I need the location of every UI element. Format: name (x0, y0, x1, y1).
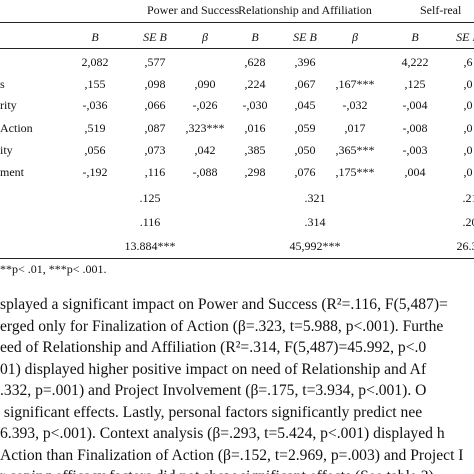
cell: ,087 (144, 121, 166, 135)
footnote: **p< .01, ***p< .001. (0, 262, 107, 276)
cell: -,032 (342, 98, 368, 112)
cell: ,0 (463, 165, 473, 179)
cell: ,042 (194, 143, 216, 157)
cell: ,6 (463, 55, 473, 69)
text-line: eed of Relationship and Affiliation (R²=… (0, 339, 427, 356)
cell: ,125 (404, 77, 426, 91)
cell: .21 (462, 191, 474, 205)
cell: ,016 (244, 121, 266, 135)
cell: -,088 (192, 165, 218, 179)
cell: ,167*** (335, 77, 375, 91)
cell: ,628 (244, 55, 266, 69)
cell: ,175*** (335, 165, 375, 179)
cell: ,059 (294, 121, 316, 135)
cell: ,045 (294, 98, 316, 112)
cell: ,323*** (185, 121, 225, 135)
cell: ,385 (244, 143, 266, 157)
cell: ,577 (144, 55, 166, 69)
cell: ,090 (194, 77, 216, 91)
cell: .20 (462, 215, 474, 229)
rule (0, 22, 474, 23)
cell: -,192 (82, 165, 108, 179)
row-label: rity (0, 98, 17, 112)
cell: ,519 (84, 121, 106, 135)
cell: .116 (139, 215, 161, 229)
group-header: Power and Success (147, 3, 239, 17)
group-header: Self-real (420, 3, 462, 17)
cell: ,067 (294, 77, 316, 91)
text-line: 6.393, p<.001). Context analysis (β=.293… (0, 425, 445, 442)
cell: ,0 (463, 143, 473, 157)
row-label: ment (0, 165, 24, 179)
cell: 2,082 (81, 55, 109, 69)
cell: ,076 (294, 165, 316, 179)
cell: ,0 (463, 77, 473, 91)
cell: ,0 (463, 121, 473, 135)
rule (0, 48, 474, 49)
cell: ,073 (144, 143, 166, 157)
text-line: erged only for Finalization of Action (β… (0, 317, 444, 335)
text-line: Action than Finalization of Action (β=.1… (0, 446, 464, 464)
text-line: 01) displayed higher positive impact on … (0, 360, 427, 378)
cell: ,116 (144, 165, 166, 179)
cell: ,004 (404, 165, 426, 179)
text-line: splayed a significant impact on Power an… (0, 296, 448, 313)
cell: -,036 (82, 98, 108, 112)
cell: ,098 (144, 77, 166, 91)
cell: .321 (304, 191, 326, 205)
text-line: r coping efficacy factors did not show s… (0, 468, 438, 474)
row-label: ity (0, 143, 13, 157)
cell: ,224 (244, 77, 266, 91)
cell: -,008 (402, 121, 428, 135)
column-header: B (91, 30, 99, 44)
cell: 45,992*** (289, 239, 341, 253)
cell: .314 (304, 215, 326, 229)
text-line: .332, p=.001) and Project Involvement (β… (0, 382, 427, 399)
cell: ,017 (344, 121, 366, 135)
cell: ,050 (294, 143, 316, 157)
column-header: β (352, 30, 358, 44)
row-label: s (0, 77, 5, 91)
cell: -,030 (242, 98, 268, 112)
cell: ,365*** (335, 143, 375, 157)
cell: -,003 (402, 143, 428, 157)
group-header: Relationship and Affiliation (238, 3, 372, 17)
column-header: B (251, 30, 259, 44)
text-line: significant effects. Lastly, personal fa… (0, 403, 423, 421)
cell: ,155 (84, 77, 106, 91)
cell: ,0 (463, 98, 473, 112)
cell: ,056 (84, 143, 106, 157)
cell: ,298 (244, 165, 266, 179)
column-header: B (411, 30, 419, 44)
cell: -,004 (402, 98, 428, 112)
column-header: β (202, 30, 208, 44)
rule (0, 258, 474, 259)
column-header: SE B (293, 30, 317, 44)
cell: ,396 (294, 55, 316, 69)
cell: -,026 (192, 98, 218, 112)
cell: 4,222 (401, 55, 429, 69)
column-header: SE B (456, 30, 474, 44)
cell: 13.884*** (124, 239, 176, 253)
cell: 26.39 (456, 239, 474, 253)
row-label: Action (0, 121, 33, 135)
column-header: SE B (143, 30, 167, 44)
cell: .125 (139, 191, 161, 205)
cell: ,066 (144, 98, 166, 112)
